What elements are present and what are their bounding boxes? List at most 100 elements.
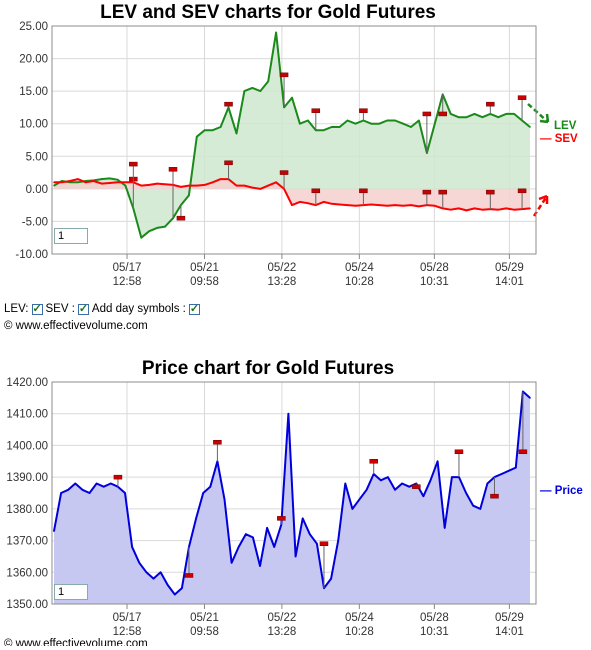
data-point-price — [237, 546, 240, 548]
data-point-sev — [457, 207, 460, 210]
data-point-sev — [156, 182, 158, 185]
data-point-sev — [394, 204, 396, 206]
chart-title: Price chart for Gold Futures — [142, 358, 394, 379]
lev-arrow-icon — [527, 103, 549, 123]
data-point-price — [422, 495, 425, 497]
day-marker — [359, 108, 368, 113]
lev-checkbox[interactable] — [31, 302, 43, 315]
data-point-price — [408, 485, 411, 488]
data-point-sev — [84, 181, 87, 184]
data-point-price — [102, 485, 105, 488]
x-tick-date: 05/24 — [345, 612, 374, 624]
data-point-price — [145, 571, 148, 574]
x-tick-time: 12:58 — [113, 626, 142, 638]
y-tick-label: 10.00 — [19, 119, 48, 131]
chart-x-ticks: 05/17 12:58 05/21 09:58 05/22 13:28 05/24 10:28… — [113, 604, 524, 638]
data-point-lev — [275, 31, 277, 34]
series-controls: LEV: SEV : Add day symbols : — [4, 302, 200, 315]
data-point-price — [53, 530, 55, 532]
y-tick-label: 0.00 — [26, 184, 48, 196]
sev-checkbox[interactable] — [77, 302, 89, 315]
data-point-sev — [251, 186, 254, 189]
data-point-sev — [291, 204, 293, 206]
data-point-price — [266, 527, 268, 529]
data-point-sev — [219, 178, 222, 180]
data-point-price — [195, 517, 197, 520]
data-point-lev — [529, 126, 531, 128]
zoom-input[interactable]: 1 — [54, 228, 88, 244]
day-marker — [518, 449, 528, 455]
chart-day-markers — [113, 391, 528, 589]
data-point-lev — [188, 194, 190, 197]
y-tick-label: 1350.00 — [6, 599, 48, 611]
day-marker — [517, 95, 527, 100]
data-point-price — [124, 492, 126, 494]
data-point-lev — [156, 227, 158, 229]
x-tick-date: 05/24 — [345, 262, 374, 274]
y-tick-label: 1360.00 — [6, 567, 48, 579]
chart-x-ticks: 05/17 12:58 05/21 09:58 05/22 13:28 05/24 10:28… — [113, 254, 524, 288]
data-point-sev — [402, 205, 404, 207]
x-tick-time: 10:31 — [420, 626, 449, 638]
x-tick-time: 14:01 — [495, 276, 524, 288]
day-marker — [422, 111, 432, 117]
data-point-sev — [330, 203, 333, 205]
x-tick-time: 13:28 — [268, 626, 297, 638]
y-tick-label: -5.00 — [22, 216, 48, 228]
day-marker — [176, 215, 186, 221]
y-tick-label: 1420.00 — [6, 377, 48, 389]
data-point-price — [394, 489, 396, 491]
data-point-sev — [61, 181, 63, 184]
data-point-lev — [211, 129, 214, 131]
day-marker — [438, 111, 447, 117]
data-point-sev — [92, 180, 95, 182]
data-point-lev — [108, 177, 111, 180]
data-point-lev — [77, 181, 79, 184]
x-tick-date: 05/21 — [190, 262, 219, 274]
data-point-sev — [211, 181, 214, 184]
data-point-lev — [219, 126, 222, 128]
x-tick-time: 10:28 — [345, 626, 374, 638]
data-point-sev — [188, 184, 190, 187]
data-point-price — [330, 577, 332, 580]
data-point-lev — [346, 119, 349, 122]
day-marker — [486, 101, 495, 107]
data-point-sev — [100, 182, 103, 185]
x-tick-date: 05/17 — [113, 612, 142, 624]
data-point-sev — [77, 178, 79, 180]
day-marker — [454, 449, 464, 455]
y-tick-label: 1380.00 — [6, 504, 48, 516]
day-marker — [168, 167, 178, 172]
data-point-lev — [481, 116, 484, 118]
y-tick-label: 15.00 — [19, 86, 48, 98]
data-point-sev — [53, 181, 55, 184]
y-tick-label: 1370.00 — [6, 536, 48, 548]
day-marker — [490, 493, 499, 499]
data-point-price — [309, 533, 311, 535]
data-point-price — [529, 397, 531, 399]
data-point-lev — [124, 184, 127, 187]
day-marker — [311, 188, 321, 194]
price-chart: Price chart for Gold Futures 1420.00 1410… — [6, 358, 582, 638]
day-marker — [279, 72, 289, 78]
data-point-price — [159, 571, 162, 574]
y-tick-label: 1400.00 — [6, 440, 48, 452]
data-point-price — [337, 539, 340, 542]
data-point-price — [301, 517, 304, 520]
sev-arrowhead-icon — [538, 194, 549, 204]
data-point-lev — [418, 119, 420, 122]
data-point-lev — [100, 178, 103, 180]
data-point-sev — [307, 202, 309, 204]
day-marker — [319, 541, 329, 546]
zoom-input[interactable]: 1 — [54, 584, 88, 600]
data-point-lev — [386, 119, 389, 122]
data-point-price — [443, 527, 446, 529]
y-tick-label: 1410.00 — [6, 409, 48, 421]
data-point-sev — [434, 205, 436, 207]
x-tick-date: 05/29 — [495, 262, 524, 274]
data-point-price — [60, 492, 62, 494]
data-point-lev — [338, 126, 341, 128]
data-point-sev — [465, 209, 468, 212]
data-point-sev — [497, 208, 500, 211]
day-symbols-checkbox[interactable] — [188, 302, 200, 315]
